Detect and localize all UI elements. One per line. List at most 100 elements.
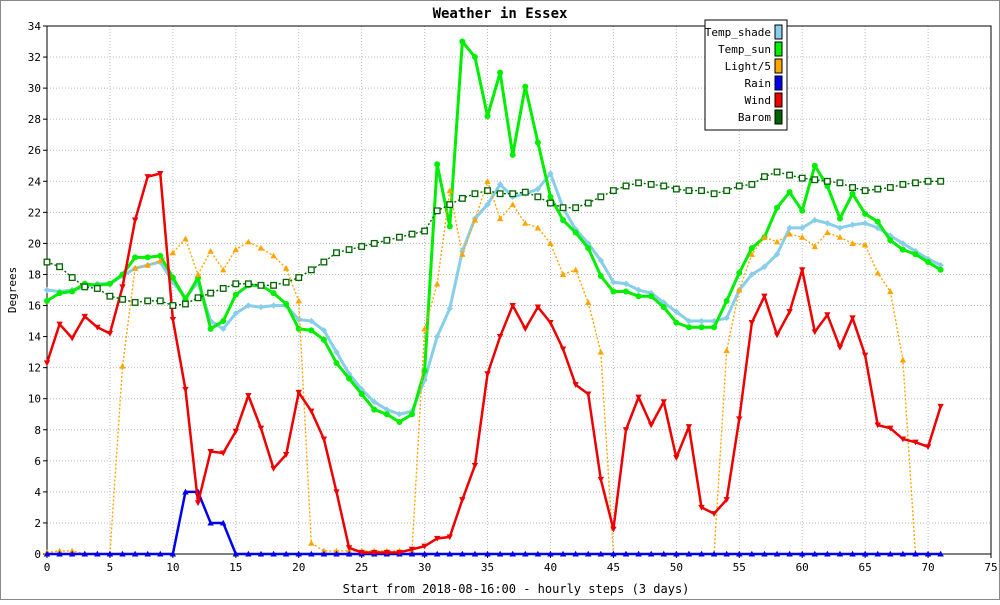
data-point [547,199,554,207]
data-point [609,187,617,195]
data-point [169,249,177,256]
y-tick-label: 0 [34,548,41,561]
data-point [257,281,265,289]
data-point [836,215,843,222]
data-point [522,326,529,333]
legend-box [704,19,788,131]
data-point [786,171,794,179]
series-line [46,180,941,555]
y-tick-label: 10 [28,393,41,406]
x-tick-label: 5 [107,561,114,574]
data-point [446,534,453,541]
data-point [68,550,76,557]
data-point [723,297,730,304]
data-point [685,424,693,430]
legend-label: Temp_sun [718,43,771,56]
data-point [106,330,114,337]
data-point [597,476,605,483]
data-point [283,300,290,307]
data-point [295,389,302,396]
data-point [786,189,793,196]
data-point [131,265,139,271]
data-point [622,288,629,295]
data-point [446,187,453,194]
data-point [899,550,907,557]
x-tick-label: 15 [229,561,242,574]
data-point [207,247,214,254]
data-point [345,246,353,254]
data-point [673,455,680,461]
data-point [836,344,844,351]
data-point [459,550,466,557]
x-tick-label: 70 [921,561,934,574]
y-axis-label: Degrees [6,267,19,313]
y-tick-label: 34 [28,20,42,33]
data-point [899,180,907,188]
x-tick-label: 60 [796,561,809,574]
data-point [710,190,718,198]
data-point [308,550,315,557]
data-point [333,550,340,557]
data-point [849,550,856,557]
data-point [320,336,327,343]
data-point [673,550,680,557]
data-point [93,284,101,292]
data-point [282,265,290,271]
data-point [685,550,693,557]
data-point [836,234,844,240]
data-point [81,283,89,291]
data-point [786,309,793,315]
data-point [723,347,730,354]
data-point [320,547,328,554]
data-point [534,224,542,231]
data-point [232,246,239,253]
data-point [245,393,252,399]
data-point [836,550,844,557]
data-point [471,462,479,469]
data-point [421,543,428,550]
chart-title: Weather in Essex [433,6,568,22]
x-tick-label: 65 [859,561,872,574]
data-point [597,193,605,201]
data-point [824,220,831,227]
data-point [635,179,643,187]
series-line [46,40,942,424]
data-point [270,252,277,259]
data-point [56,290,63,297]
data-point [559,204,567,212]
data-point [761,550,768,557]
data-point [458,194,466,202]
data-point [131,298,139,306]
data-point [220,325,227,333]
data-point [371,549,378,556]
data-point [585,299,592,305]
data-point [685,317,693,325]
data-point [245,302,252,309]
x-tick-label: 30 [418,561,431,574]
data-point [56,547,63,554]
legend-swatch [774,109,783,125]
data-point [396,549,403,556]
data-point [748,271,756,278]
data-point [459,251,466,257]
data-point [811,550,818,557]
data-point [622,280,630,287]
y-tick-label: 28 [28,113,41,126]
data-point [924,550,932,557]
legend-swatch [774,24,783,40]
data-point [799,234,806,240]
y-tick-label: 18 [28,268,41,281]
data-point [345,545,353,551]
data-point [257,550,265,557]
series-line [45,172,942,554]
data-point [849,184,856,191]
data-point [295,550,302,557]
y-tick-label: 22 [28,206,41,219]
data-point [522,220,529,226]
data-point [396,411,403,418]
data-point [333,348,340,356]
data-point [320,258,328,266]
data-point [773,332,781,339]
data-point [547,320,554,326]
